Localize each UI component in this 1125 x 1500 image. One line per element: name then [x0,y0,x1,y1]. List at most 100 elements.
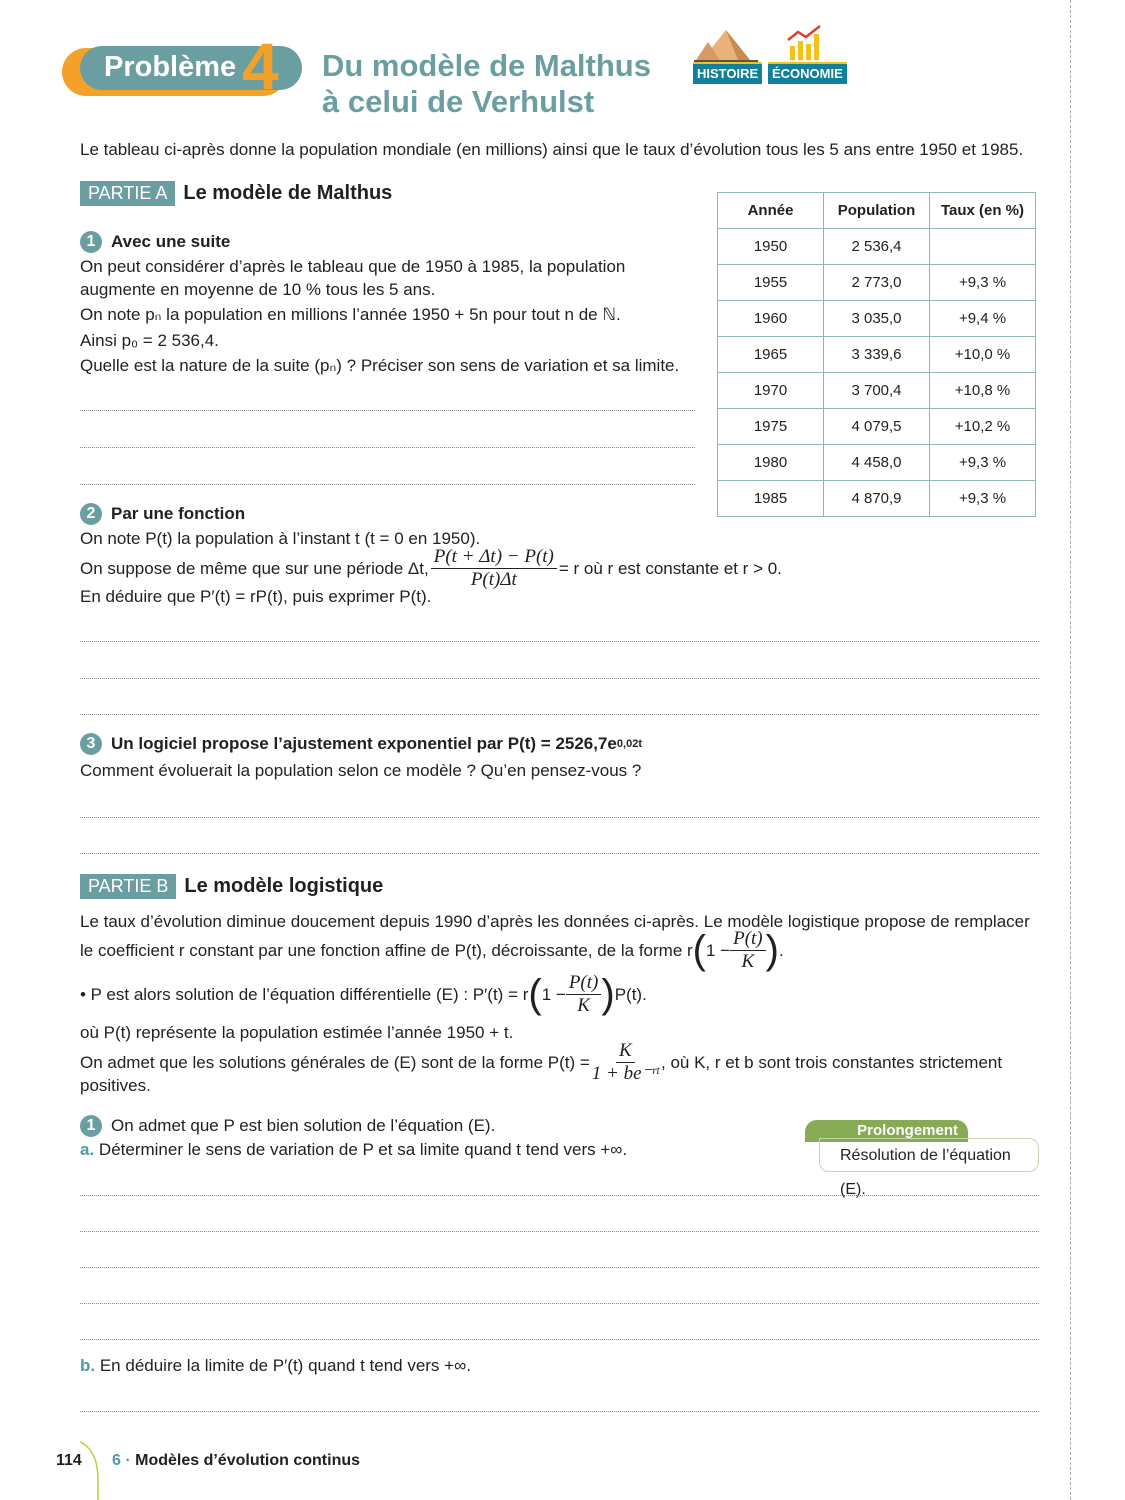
table-cell: +9,3 % [929,480,1036,517]
table-row: 1985 4 870,9 +9,3 % [717,480,1036,517]
table-cell: 1980 [717,444,824,481]
answer-line[interactable] [80,714,1039,715]
text-fragment: , où K, r et b sont trois constantes str… [661,1052,1003,1072]
text-fragment: P(t). [614,984,647,1004]
text-fragment: On admet que les solutions générales de … [80,1052,590,1072]
answer-line[interactable] [80,410,695,411]
table-header-row: Année Population Taux (en %) [717,192,1036,229]
answer-line[interactable] [80,641,1039,642]
answer-line[interactable] [80,817,1039,818]
text-fragment: 1 − [541,984,566,1004]
table-cell: +9,3 % [929,264,1036,301]
table-cell: +10,0 % [929,336,1036,373]
denominator: P(t)Δt [470,569,517,590]
denominator: K [577,995,590,1016]
table-row: 1955 2 773,0 +9,3 % [717,264,1036,301]
answer-line[interactable] [80,1411,1039,1412]
text-line-equation: • P est alors solution de l’équation dif… [80,972,647,1017]
population-table: Année Population Taux (en %) 1950 2 536,4 19… [717,192,1036,517]
answer-line[interactable] [80,1303,1039,1304]
partie-a-label: PARTIE A [80,181,176,206]
table-row: 1960 3 035,0 +9,4 % [717,300,1036,337]
table-cell: +10,8 % [929,372,1036,409]
denominator: K [741,951,755,972]
exponent: 0,02t [616,738,642,750]
text-line-form: le coefficient r constant par une foncti… [80,928,784,973]
table-cell: 3 700,4 [823,372,930,409]
answer-line[interactable] [80,1339,1039,1340]
tag-histoire: HISTOIRE [693,62,763,84]
question-a2: 2 Par une fonction [80,503,245,525]
text-fragment: On admet que P est bien solution de l’éq… [111,1116,496,1135]
fraction: P(t + Δt) − P(t) P(t)Δt [430,546,557,591]
partie-b-heading: PARTIE B Le modèle logistique [80,874,383,899]
number-circle: 1 [80,231,102,253]
intro-text: Le tableau ci-après donne la population … [80,140,1024,159]
answer-line[interactable] [80,1267,1039,1268]
table-cell: 4 458,0 [823,444,930,481]
answer-line[interactable] [80,1231,1039,1232]
table-cell: +10,2 % [929,408,1036,445]
title-line-1: Du modèle de Malthus [322,48,651,83]
answer-line[interactable] [80,484,695,485]
letter: b. [80,1356,96,1375]
answer-line[interactable] [80,1195,1039,1196]
numerator: P(t) [730,928,766,951]
page-number: 114 [56,1452,82,1469]
answer-line[interactable] [80,447,695,448]
margin-dashed-line [1070,0,1071,1500]
table-cell: +9,3 % [929,444,1036,481]
text-line: On peut considérer d’après le tableau qu… [80,257,626,276]
answer-line[interactable] [80,853,1039,854]
table-cell: 3 339,6 [823,336,930,373]
page-title: Du modèle de Malthus à celui de Verhulst [322,48,651,120]
footer-curve [79,1441,99,1500]
partie-a-title: Le modèle de Malthus [183,182,393,204]
table-cell: 2 536,4 [823,228,930,265]
footer-chapter: 6 · Modèles d’évolution continus [112,1452,361,1469]
paren: ) [601,972,615,1016]
prolongement-text: Résolution de l’équation (E). [819,1138,1039,1198]
chapter-number: 6 [112,1452,121,1469]
table-cell: 1975 [717,408,824,445]
denominator: 1 + be⁻ʳᵗ [591,1063,659,1084]
partie-b-title: Le modèle logistique [184,875,384,897]
badge-label: Problème [104,51,237,83]
question-b1b: b. En déduire la limite de P′(t) quand t… [80,1356,471,1376]
letter: a. [80,1140,95,1159]
question-b1a: a. Déterminer le sens de variation de P … [80,1140,627,1160]
partie-b-label: PARTIE B [80,874,177,899]
table-cell: 1965 [717,336,824,373]
table-cell: 1970 [717,372,824,409]
growth-chart-icon [787,25,821,60]
question-title: Avec une suite [111,232,231,251]
text-fragment: Déterminer le sens de variation de P et … [98,1140,628,1159]
number-circle: 3 [80,733,102,755]
fraction: P(t) K [565,972,602,1017]
tag-economie: ÉCONOMIE [768,62,847,84]
text-fragment: = r où r est constante et r > 0. [558,558,782,578]
text-fragment: le coefficient r constant par une foncti… [80,940,693,960]
table-cell [929,228,1036,265]
table-row: 1950 2 536,4 [717,228,1036,265]
problem-badge: Problème 4 [62,29,302,103]
chapter-title: Modèles d’évolution continus [135,1452,361,1469]
text-line-solution: On admet que les solutions générales de … [80,1040,1002,1085]
text-line: Comment évoluerait la population selon c… [80,761,642,780]
answer-line[interactable] [80,678,1039,679]
table-cell: 1960 [717,300,824,337]
header-cell: Population [823,192,930,229]
prolongement-label: Prolongement [805,1120,968,1142]
table-cell: 4 870,9 [823,480,930,517]
text-fragment: En déduire la limite de P′(t) quand t te… [99,1356,471,1375]
text-line-fraction: On suppose de même que sur une période Δ… [80,546,782,591]
fraction: P(t) K [730,928,766,973]
text-line: où P(t) représente la population estimée… [80,1023,514,1042]
text-fragment: • P est alors solution de l’équation dif… [80,984,529,1004]
pyramids-icon [694,30,758,62]
text-fragment: On suppose de même que sur une période Δ… [80,558,429,578]
paren: ( [692,928,706,972]
question-b1: 1 On admet que P est bien solution de l’é… [80,1115,495,1137]
text-line: augmente en moyenne de 10 % tous les 5 a… [80,280,436,299]
